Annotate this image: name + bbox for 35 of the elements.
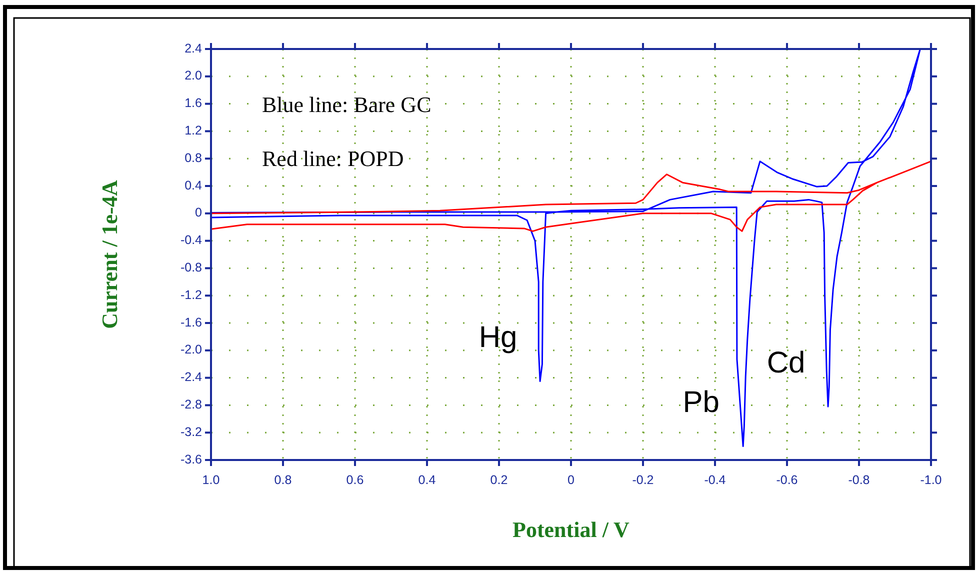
- y-tick-label: -3.6: [180, 452, 202, 466]
- y-tick-label: 0.8: [184, 150, 202, 165]
- y-tick-label: -1.6: [180, 315, 202, 330]
- y-tick-label: -1.2: [180, 288, 202, 302]
- y-tick-label: 1.6: [184, 96, 202, 110]
- x-tick-label: 0.2: [490, 473, 508, 487]
- y-tick-label: -2.8: [180, 397, 202, 412]
- y-tick-label: 2.4: [184, 41, 202, 56]
- x-tick-label: -0.4: [704, 473, 726, 487]
- x-tick-label: -0.2: [632, 473, 654, 487]
- y-axis-title: Current / 1e-4A: [97, 180, 122, 329]
- y-tick-label: -3.2: [180, 424, 202, 439]
- annotation: Pb: [682, 386, 720, 420]
- x-tick-label: 0.6: [346, 473, 364, 487]
- x-tick-label: -1.0: [920, 473, 942, 487]
- y-tick-label: 2.0: [184, 68, 202, 83]
- x-axis-title: Potential / V: [512, 517, 630, 542]
- y-tick-label: -2.0: [180, 342, 202, 357]
- x-tick-label: 1.0: [202, 473, 220, 487]
- y-tick-label: 1.2: [184, 123, 202, 138]
- x-tick-label: -0.8: [848, 473, 870, 487]
- x-tick-label: -0.6: [776, 473, 798, 487]
- y-tick-label: -0.8: [180, 260, 202, 274]
- y-tick-label: 0: [195, 206, 202, 220]
- x-tick-label: 0.8: [274, 473, 292, 487]
- annotation: Blue line: Bare GC: [262, 92, 432, 117]
- annotation: Hg: [478, 321, 518, 354]
- y-tick-label: -2.4: [180, 370, 202, 384]
- annotation: Red line: POPD: [262, 146, 404, 171]
- line-series: [210, 48, 921, 448]
- x-tick-label: 0: [568, 473, 575, 487]
- x-tick-label: 0.4: [418, 473, 436, 487]
- y-tick-label: -0.4: [180, 233, 202, 248]
- annotation: Cd: [766, 346, 806, 380]
- y-tick-label: 0.4: [184, 178, 202, 192]
